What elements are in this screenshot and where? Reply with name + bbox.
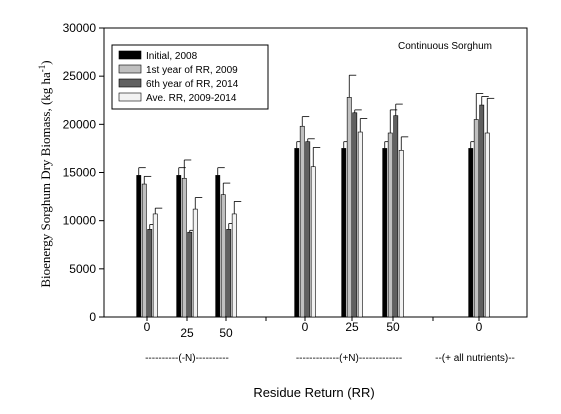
x-tick-label: 0 (476, 320, 483, 334)
x-tick-label: 25 (345, 320, 359, 334)
y-tick-label: 10000 (63, 214, 97, 228)
y-axis: 0 5000 10000 15000 20000 25000 30000 (63, 21, 104, 324)
chart-annotation: Continuous Sorghum (398, 41, 492, 52)
x-tick-label: 50 (386, 320, 400, 334)
bar-1 (215, 175, 221, 318)
legend-swatch (118, 64, 142, 74)
bar-1 (341, 148, 347, 318)
y-axis-title-main: Bioenergy Sorghum Dry Biomass, (kg ha (38, 72, 53, 288)
bar-3 (352, 112, 358, 318)
x-tick-label: 25 (180, 326, 194, 340)
bar-3 (147, 229, 153, 318)
y-tick-label: 25000 (63, 69, 97, 83)
bar-4 (310, 166, 316, 318)
y-tick-label: 20000 (63, 117, 97, 131)
legend: Initial, 2008 1st year of RR, 2009 6th yea… (111, 44, 269, 110)
bars (136, 74, 495, 318)
legend-label: Initial, 2008 (146, 51, 198, 62)
bar-3 (226, 229, 232, 318)
group-label: -------------(+N)------------- (296, 353, 402, 364)
x-axis: 0 25 50 0 25 50 0 ----------(-N)---------- -----… (144, 317, 515, 364)
x-axis-title: Residue Return (RR) (253, 385, 374, 400)
bar-2 (387, 132, 393, 318)
bar-4 (152, 213, 158, 318)
legend-swatch (118, 92, 142, 102)
bar-3 (393, 115, 399, 318)
y-tick-label: 0 (89, 310, 96, 324)
bar-2 (473, 119, 479, 318)
bar-2 (220, 194, 226, 318)
x-tick-label: 0 (144, 320, 151, 334)
x-tick-label: 50 (219, 326, 233, 340)
bar-3 (305, 141, 311, 318)
bar-4 (231, 213, 237, 318)
legend-label: 1st year of RR, 2009 (146, 65, 238, 76)
legend-label: Ave. RR, 2009-2014 (146, 93, 237, 104)
legend-label: 6th year of RR, 2014 (146, 79, 239, 90)
bar-1 (294, 148, 300, 318)
y-tick-label: 5000 (69, 262, 96, 276)
bar-1 (176, 175, 182, 318)
bar-2 (181, 177, 187, 318)
y-axis-title: Bioenergy Sorghum Dry Biomass, (kg ha-1) (37, 60, 53, 287)
y-axis-title-sup: -1 (37, 65, 47, 73)
group-label: ----------(-N)---------- (145, 353, 229, 364)
bar-4 (192, 208, 198, 318)
bar-1 (382, 148, 388, 318)
bar-4 (357, 131, 363, 318)
bar-1 (136, 175, 142, 318)
bar-2 (299, 125, 305, 318)
legend-swatch (118, 50, 142, 60)
y-tick-label: 30000 (63, 21, 97, 35)
bar-4 (484, 132, 490, 318)
bar-2 (346, 97, 352, 318)
bar-1 (468, 148, 474, 318)
bar-3 (479, 104, 485, 318)
y-axis-title-close: ) (38, 60, 53, 64)
group-label: --(+ all nutrients)-- (435, 353, 515, 364)
x-tick-label: 0 (302, 320, 309, 334)
bar-3 (187, 231, 193, 318)
legend-swatch (118, 78, 142, 88)
y-tick-label: 15000 (63, 166, 97, 180)
bar-4 (398, 150, 404, 318)
bar-2 (141, 183, 147, 318)
